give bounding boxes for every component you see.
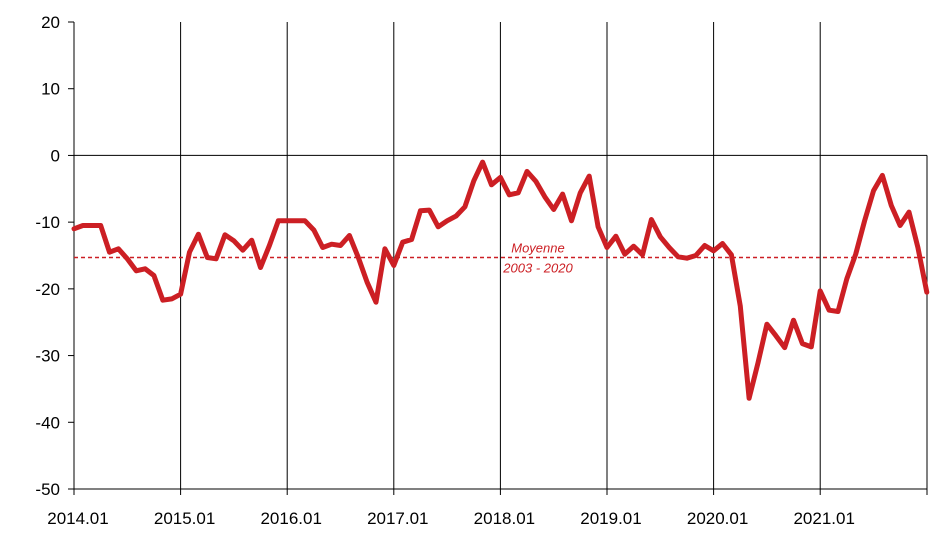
- x-axis-ticks: 2014.01 2015.01 2016.01 2017.01 2018.01 2019.…: [47, 489, 928, 528]
- y-tick-label: -50: [35, 480, 60, 499]
- average-label-line-2: 2003 - 2020: [502, 261, 573, 276]
- x-tick-label: 2020.01: [687, 509, 748, 528]
- y-tick-label: -20: [35, 280, 60, 299]
- y-tick-label: -40: [35, 413, 60, 432]
- vertical-gridlines: [180, 22, 928, 489]
- x-tick-label: 2015.01: [154, 509, 215, 528]
- x-tick-label: 2021.01: [793, 509, 854, 528]
- series-line: [71, 159, 930, 401]
- average-label-line-1: Moyenne: [511, 241, 564, 256]
- y-axis-ticks: 20 10 0 -10 -20 -30 -40 -50: [35, 13, 74, 499]
- y-tick-label: -30: [35, 347, 60, 366]
- y-tick-label: -10: [35, 213, 60, 232]
- x-tick-label: 2018.01: [474, 509, 535, 528]
- y-tick-label: 20: [41, 13, 60, 32]
- x-tick-label: 2016.01: [260, 509, 321, 528]
- y-tick-label: 10: [41, 80, 60, 99]
- x-tick-label: 2019.01: [580, 509, 641, 528]
- x-tick-label: 2017.01: [367, 509, 428, 528]
- x-tick-label: 2014.01: [47, 509, 108, 528]
- y-tick-label: 0: [51, 146, 60, 165]
